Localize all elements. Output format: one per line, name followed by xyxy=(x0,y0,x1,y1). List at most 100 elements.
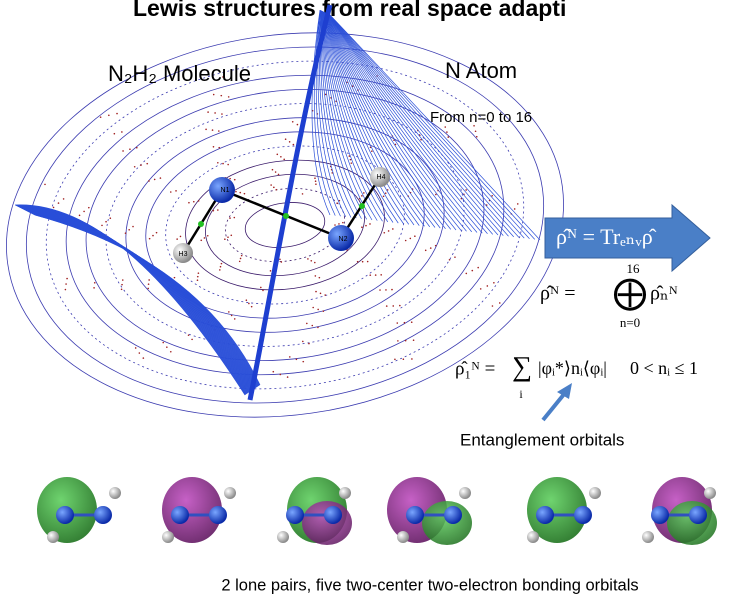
contour-dot xyxy=(204,237,206,239)
atom xyxy=(536,506,554,524)
contour-dot xyxy=(235,191,237,193)
mesh-line xyxy=(30,212,256,388)
contour-dot xyxy=(289,141,291,143)
contour-dot xyxy=(475,130,477,132)
contour-dot xyxy=(129,148,131,150)
contour-dot xyxy=(214,112,216,114)
contour-dot xyxy=(231,315,233,317)
mesh-line xyxy=(17,206,247,395)
atom xyxy=(94,506,112,524)
contour-dot xyxy=(317,309,319,311)
contour-dot xyxy=(108,114,110,116)
atom-label: H3 xyxy=(179,251,188,258)
contour-dot xyxy=(280,374,282,376)
pointer-arrow xyxy=(543,393,565,420)
contour-dot xyxy=(197,279,199,281)
contour-dot xyxy=(388,230,390,232)
contour-dot xyxy=(220,95,222,97)
equation-term: |φᵢ*⟩nᵢ⟨φᵢ| xyxy=(538,358,607,378)
mesh-line xyxy=(25,210,253,390)
mesh-line xyxy=(27,211,254,389)
atom xyxy=(109,487,121,499)
contour-dot xyxy=(220,266,222,268)
contour-dot xyxy=(351,162,353,164)
atom xyxy=(47,531,59,543)
contour-dot xyxy=(413,339,415,341)
contour-dot xyxy=(411,321,413,323)
contour-dot xyxy=(403,358,405,360)
contour-dot xyxy=(392,228,394,230)
contour-dot xyxy=(170,351,172,353)
atom xyxy=(406,506,424,524)
contour-dot xyxy=(404,322,406,324)
contour-dot xyxy=(272,371,274,373)
contour-dot xyxy=(425,250,427,252)
contour-dot xyxy=(285,138,287,140)
mesh-line xyxy=(23,209,251,392)
atom-label: N2 xyxy=(339,236,348,243)
contour-dot xyxy=(148,279,150,281)
contour-dot xyxy=(121,288,123,290)
contour-dot xyxy=(121,284,123,286)
contour-dot xyxy=(491,195,493,197)
contour-dot xyxy=(229,178,231,180)
bond-point xyxy=(198,221,204,227)
contour-dot xyxy=(88,207,90,209)
contour-dot xyxy=(302,361,304,363)
contour-dot xyxy=(270,270,272,272)
contour-dot xyxy=(307,258,309,260)
contour-dot xyxy=(174,277,176,279)
contour-dot xyxy=(234,179,236,181)
mesh-line xyxy=(15,205,245,395)
contour-dot xyxy=(471,270,473,272)
contour-dot xyxy=(198,200,200,202)
contour-dot xyxy=(176,238,178,240)
contour-dot xyxy=(162,342,164,344)
molecule: N1 N2 H3 H4 xyxy=(173,167,390,263)
lobe xyxy=(422,501,472,545)
contour-dot xyxy=(227,164,229,166)
lobe xyxy=(667,501,717,545)
contour-dot xyxy=(244,193,246,195)
atom xyxy=(171,506,189,524)
contour-dot xyxy=(371,150,373,152)
equation-index: i xyxy=(519,387,523,401)
contour-dot xyxy=(306,323,308,325)
contour-dot xyxy=(156,232,158,234)
contour-dot xyxy=(435,194,437,196)
contour-dot xyxy=(279,258,281,260)
atom-label: N1 xyxy=(221,187,230,194)
contour-dot xyxy=(454,256,456,258)
contour-dot xyxy=(375,274,377,276)
contour-dot xyxy=(514,208,516,210)
contour-dot xyxy=(399,305,401,307)
contour-dot xyxy=(207,111,209,113)
contour-dot xyxy=(213,94,215,96)
contour-dot xyxy=(315,291,317,293)
atom xyxy=(704,487,716,499)
atom xyxy=(162,531,174,543)
atom xyxy=(574,506,592,524)
contour-dot xyxy=(385,289,387,291)
contour-dot xyxy=(114,133,116,135)
contour-dot xyxy=(383,232,385,234)
contour-dot xyxy=(227,236,229,238)
bond-point xyxy=(283,213,289,219)
contour-dot xyxy=(205,129,207,131)
mesh-line xyxy=(21,208,250,392)
mesh-line xyxy=(23,209,251,391)
contour-dot xyxy=(289,356,291,358)
equation-lhs: ρ̂ᴺ = xyxy=(540,283,576,305)
mesh-line xyxy=(25,210,253,391)
contour-dot xyxy=(315,183,317,185)
lobe xyxy=(302,501,352,545)
contour-dot xyxy=(132,226,134,228)
bond-point xyxy=(359,203,365,209)
contour-dot xyxy=(241,255,243,257)
mesh-line xyxy=(29,212,256,388)
contour-dot xyxy=(228,96,230,98)
contour-dot xyxy=(175,190,177,192)
contour-dot xyxy=(143,357,145,359)
contour-dot xyxy=(154,179,156,181)
contour-dot xyxy=(53,207,55,209)
